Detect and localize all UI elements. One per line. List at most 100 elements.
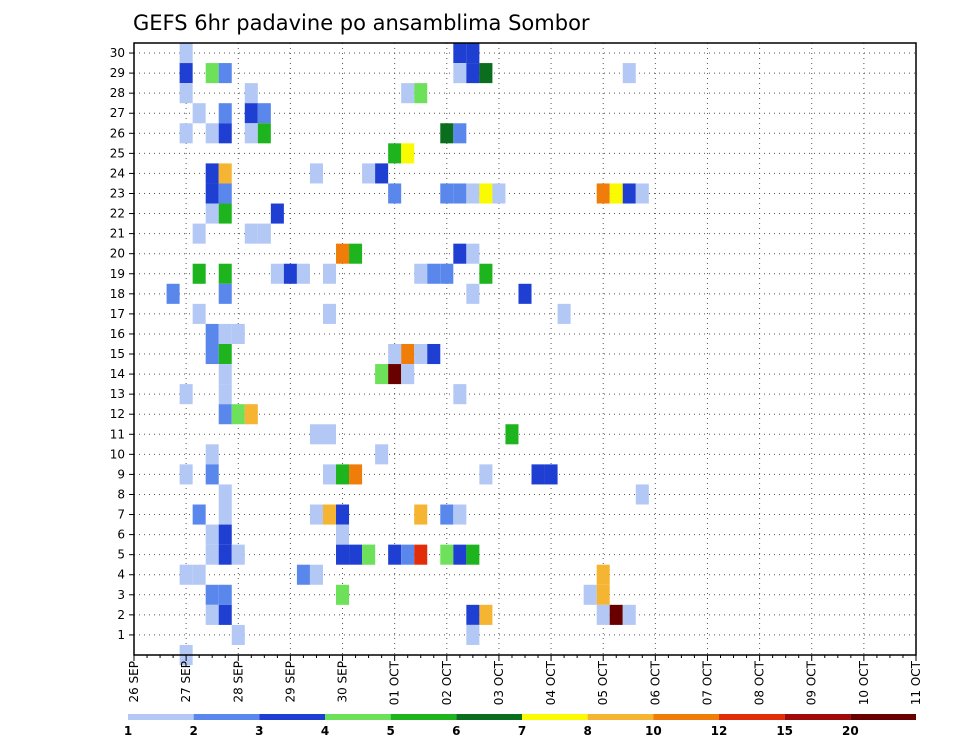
precip-cell (218, 604, 232, 625)
x-tick-label: 09 OCT (805, 660, 819, 705)
y-tick-label: 29 (110, 66, 125, 80)
precip-cell (401, 83, 415, 104)
y-tick-label: 11 (110, 427, 125, 441)
precip-cell (336, 464, 350, 485)
precip-cell (453, 63, 467, 84)
precip-cell (205, 604, 219, 625)
colorbar-label: 3 (255, 724, 263, 738)
precip-cell (218, 504, 232, 525)
precip-cell (453, 504, 467, 525)
x-tick-label: 08 OCT (753, 660, 767, 705)
precip-cell (401, 544, 415, 565)
precip-cell (218, 524, 232, 545)
y-tick-label: 7 (117, 508, 125, 522)
precip-cell (231, 323, 245, 344)
x-tick-label: 11 OCT (909, 660, 923, 705)
y-tick-label: 21 (110, 227, 125, 241)
precip-cell (375, 364, 389, 385)
precip-cell (583, 584, 597, 605)
precip-cell (205, 123, 219, 144)
colorbar-segment (456, 714, 522, 720)
y-tick-label: 27 (110, 106, 125, 120)
y-tick-label: 30 (110, 46, 125, 60)
precip-cell (322, 303, 337, 324)
y-tick-label: 15 (110, 347, 125, 361)
x-tick-label: 06 OCT (648, 660, 662, 705)
precip-cell (453, 384, 467, 405)
precip-cell (453, 544, 467, 565)
precip-cell (479, 464, 493, 485)
precip-cell (440, 183, 454, 204)
precip-cell (453, 243, 467, 264)
colorbar-segment (587, 714, 654, 720)
precip-cell (596, 183, 610, 204)
precip-cell (635, 183, 649, 204)
x-tick-label: 02 OCT (440, 660, 454, 705)
y-tick-label: 25 (110, 146, 125, 160)
precip-cell (622, 183, 636, 204)
precip-cell (270, 263, 284, 284)
precip-cell (505, 424, 519, 445)
y-tick-label: 20 (110, 247, 125, 261)
precip-cell (257, 103, 271, 124)
x-tick-label: 28 SEP (231, 661, 245, 703)
y-tick-label: 10 (110, 447, 125, 461)
precip-cell (218, 484, 232, 505)
precip-cell (231, 544, 245, 565)
precip-cell (531, 464, 545, 485)
colorbar-label: 20 (842, 724, 859, 738)
precip-cell (218, 123, 232, 144)
precip-cell (296, 263, 310, 284)
precip-cell (179, 43, 193, 64)
precip-cell (596, 604, 610, 625)
colorbar-label: 12 (711, 724, 728, 738)
precip-cell (557, 303, 571, 324)
colorbar: 1 2 3 4 5 6 7 8 10 12 15 20 (124, 714, 916, 738)
x-tick-label: 30 SEP (336, 661, 350, 703)
precip-cell (322, 464, 337, 485)
precip-cell (205, 584, 219, 605)
precip-cell (205, 323, 219, 344)
precip-cell (322, 504, 337, 525)
precip-cell (414, 263, 428, 284)
precip-cell (218, 544, 232, 565)
precip-cell (401, 343, 415, 365)
y-tick-label: 23 (110, 186, 125, 200)
precip-cell (218, 283, 232, 304)
y-tick-label: 18 (110, 287, 125, 301)
precip-cell (622, 604, 636, 625)
precip-cell (427, 343, 441, 365)
precip-cell (205, 524, 219, 545)
precip-cell (218, 163, 232, 184)
precip-cell (518, 283, 532, 304)
colorbar-segment (719, 714, 785, 720)
y-tick-label: 26 (110, 126, 125, 140)
precip-cell (192, 564, 206, 585)
x-tick-label: 05 OCT (596, 660, 610, 705)
precip-cell (622, 63, 636, 84)
precip-cell (257, 223, 271, 244)
precip-cell (231, 624, 245, 645)
precip-cell (414, 343, 428, 365)
precip-cell (349, 243, 363, 264)
precip-cell (179, 123, 193, 144)
colorbar-label: 1 (124, 724, 132, 738)
precip-cell (388, 343, 402, 365)
colorbar-label: 4 (321, 724, 329, 738)
precip-cell (466, 43, 480, 64)
x-axis: 26 SEP 27 SEP 28 SEP 29 SEP 30 SEP 01 OCT 02 O… (127, 655, 923, 705)
precip-cell (609, 183, 623, 204)
y-tick-label: 2 (117, 608, 125, 622)
y-tick-label: 3 (117, 588, 125, 602)
precip-cell (336, 243, 350, 264)
colorbar-label: 15 (776, 724, 793, 738)
precip-cell (479, 263, 493, 284)
colorbar-label: 5 (386, 724, 394, 738)
y-tick-label: 24 (110, 166, 125, 180)
precip-cell (205, 183, 219, 204)
precip-cell (388, 544, 402, 565)
precip-cell (205, 163, 219, 184)
precip-cell (218, 183, 232, 204)
precip-cell (309, 564, 323, 585)
y-tick-label: 17 (110, 307, 125, 321)
